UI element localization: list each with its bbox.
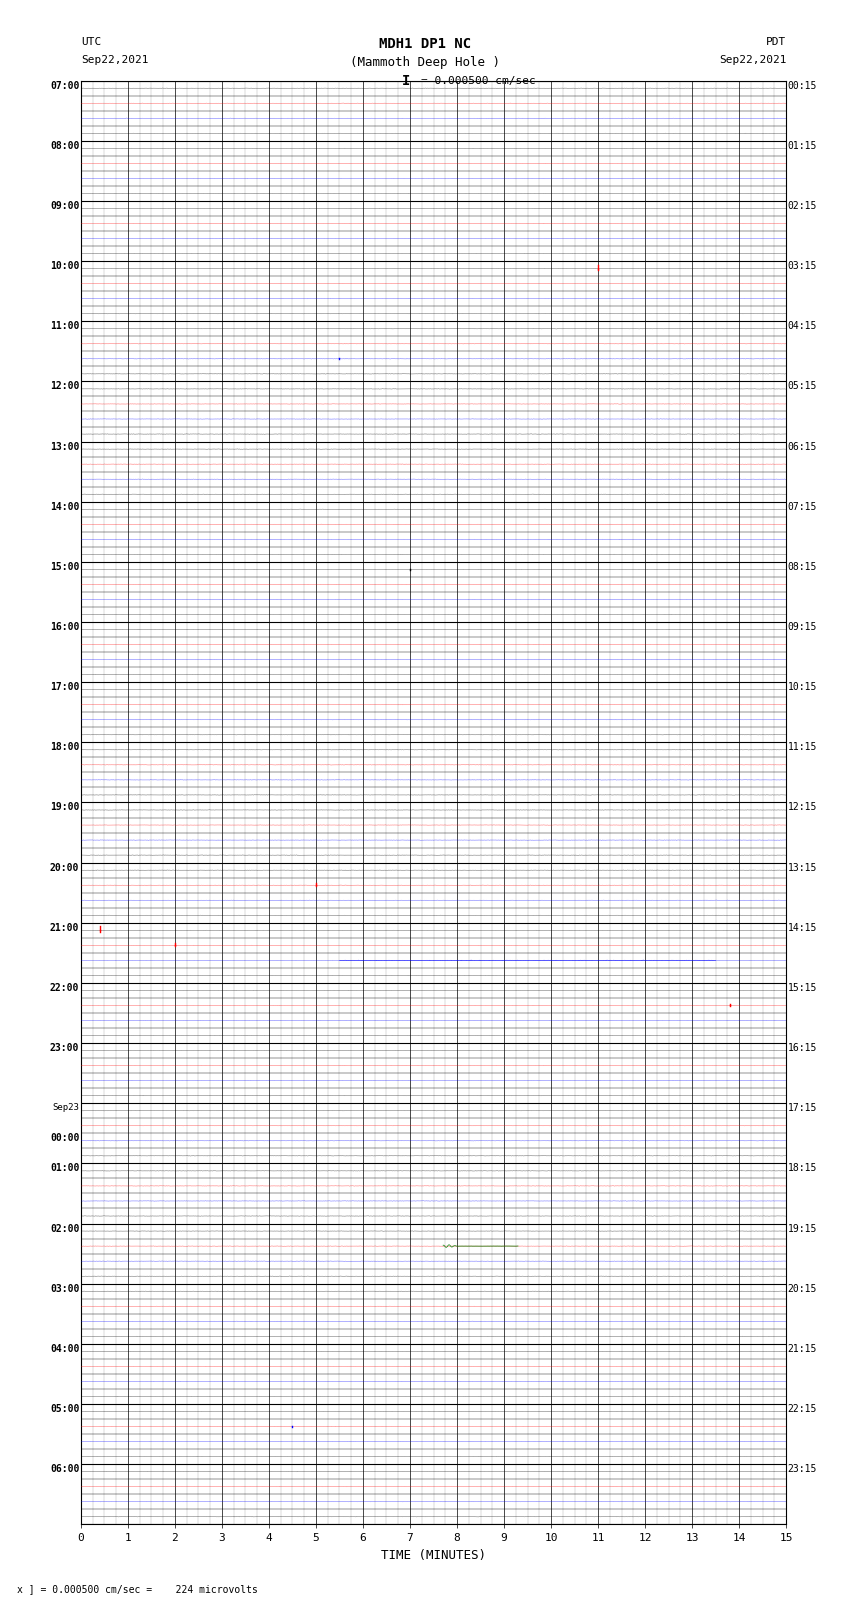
Text: 01:00: 01:00 <box>50 1163 79 1173</box>
Text: 15:00: 15:00 <box>50 561 79 573</box>
Text: 21:00: 21:00 <box>50 923 79 932</box>
Text: 01:15: 01:15 <box>788 140 817 150</box>
Text: 02:15: 02:15 <box>788 202 817 211</box>
Text: = 0.000500 cm/sec: = 0.000500 cm/sec <box>421 76 536 85</box>
Text: 22:00: 22:00 <box>50 982 79 994</box>
Text: 10:00: 10:00 <box>50 261 79 271</box>
Text: 11:15: 11:15 <box>788 742 817 752</box>
Text: 19:15: 19:15 <box>788 1224 817 1234</box>
Text: 08:15: 08:15 <box>788 561 817 573</box>
Text: 14:15: 14:15 <box>788 923 817 932</box>
Text: 07:15: 07:15 <box>788 502 817 511</box>
Text: 07:00: 07:00 <box>50 81 79 90</box>
Text: (Mammoth Deep Hole ): (Mammoth Deep Hole ) <box>350 56 500 69</box>
Text: MDH1 DP1 NC: MDH1 DP1 NC <box>379 37 471 52</box>
Text: 22:15: 22:15 <box>788 1403 817 1415</box>
Text: 05:00: 05:00 <box>50 1403 79 1415</box>
Text: 18:15: 18:15 <box>788 1163 817 1173</box>
Text: 23:00: 23:00 <box>50 1044 79 1053</box>
X-axis label: TIME (MINUTES): TIME (MINUTES) <box>381 1548 486 1561</box>
Text: 19:00: 19:00 <box>50 803 79 813</box>
Text: 23:15: 23:15 <box>788 1465 817 1474</box>
Text: 05:15: 05:15 <box>788 381 817 392</box>
Text: 08:00: 08:00 <box>50 140 79 150</box>
Text: UTC: UTC <box>81 37 101 47</box>
Text: PDT: PDT <box>766 37 786 47</box>
Text: x ] = 0.000500 cm/sec =    224 microvolts: x ] = 0.000500 cm/sec = 224 microvolts <box>17 1584 258 1594</box>
Text: 11:00: 11:00 <box>50 321 79 331</box>
Text: 10:15: 10:15 <box>788 682 817 692</box>
Text: 21:15: 21:15 <box>788 1344 817 1353</box>
Text: 00:15: 00:15 <box>788 81 817 90</box>
Text: 06:15: 06:15 <box>788 442 817 452</box>
Text: 16:00: 16:00 <box>50 623 79 632</box>
Text: 12:15: 12:15 <box>788 803 817 813</box>
Text: 03:15: 03:15 <box>788 261 817 271</box>
Text: 14:00: 14:00 <box>50 502 79 511</box>
Text: 13:15: 13:15 <box>788 863 817 873</box>
Text: Sep22,2021: Sep22,2021 <box>719 55 786 65</box>
Text: 13:00: 13:00 <box>50 442 79 452</box>
Text: Sep23: Sep23 <box>53 1103 79 1113</box>
Text: I: I <box>402 74 411 89</box>
Text: Sep22,2021: Sep22,2021 <box>81 55 148 65</box>
Text: 09:15: 09:15 <box>788 623 817 632</box>
Text: 00:00: 00:00 <box>50 1134 79 1144</box>
Text: 17:00: 17:00 <box>50 682 79 692</box>
Text: 09:00: 09:00 <box>50 202 79 211</box>
Text: 03:00: 03:00 <box>50 1284 79 1294</box>
Text: 04:00: 04:00 <box>50 1344 79 1353</box>
Text: 18:00: 18:00 <box>50 742 79 752</box>
Text: 16:15: 16:15 <box>788 1044 817 1053</box>
Text: 02:00: 02:00 <box>50 1224 79 1234</box>
Text: 15:15: 15:15 <box>788 982 817 994</box>
Text: 20:15: 20:15 <box>788 1284 817 1294</box>
Text: 04:15: 04:15 <box>788 321 817 331</box>
Text: 17:15: 17:15 <box>788 1103 817 1113</box>
Text: 20:00: 20:00 <box>50 863 79 873</box>
Text: 06:00: 06:00 <box>50 1465 79 1474</box>
Text: 12:00: 12:00 <box>50 381 79 392</box>
